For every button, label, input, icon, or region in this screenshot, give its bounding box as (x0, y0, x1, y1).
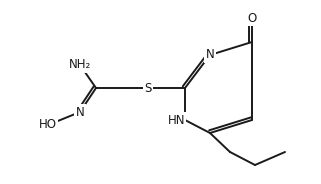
Text: NH₂: NH₂ (69, 59, 91, 72)
Text: S: S (144, 82, 152, 95)
Text: HO: HO (39, 118, 57, 132)
Text: N: N (76, 105, 84, 118)
Text: N: N (206, 49, 214, 61)
Text: HN: HN (168, 114, 185, 127)
Text: O: O (247, 11, 256, 24)
